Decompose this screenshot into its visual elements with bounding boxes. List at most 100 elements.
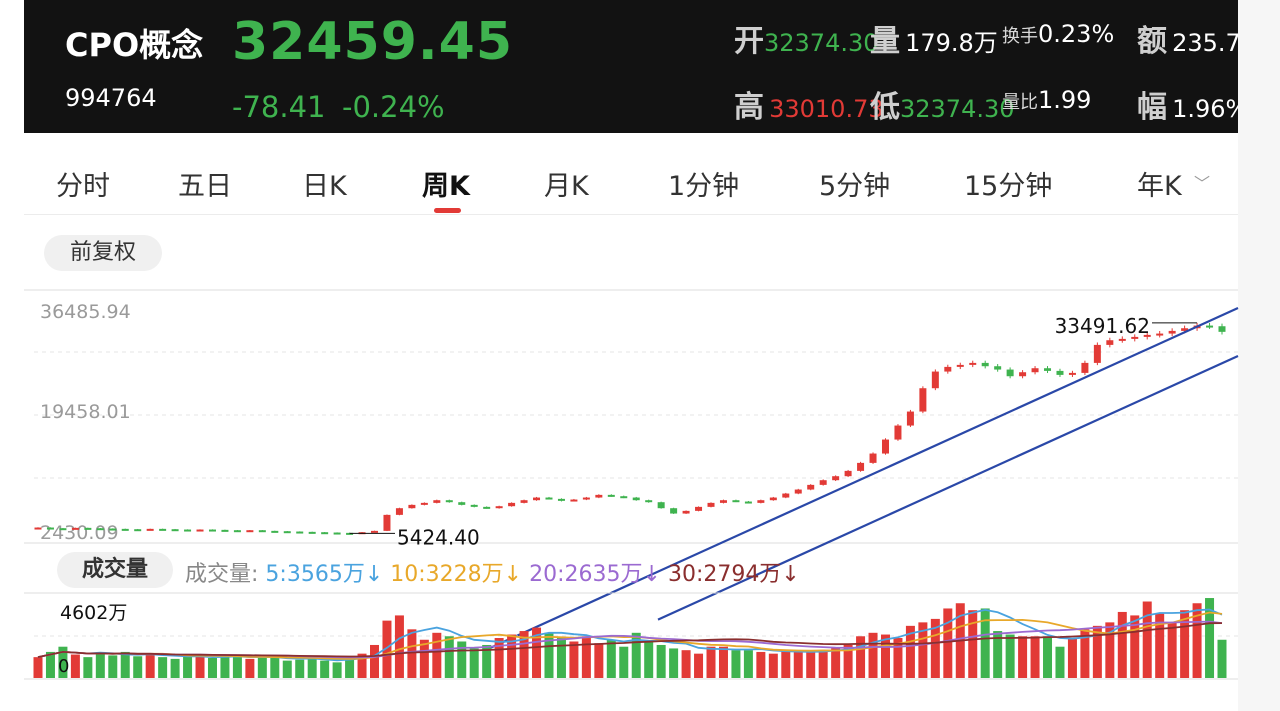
- volume-bar: [1130, 615, 1140, 678]
- volume-bar: [581, 636, 591, 678]
- volume-bar: [70, 654, 80, 678]
- ma20-value: 20:2635万↓: [529, 562, 661, 587]
- volume-bar: [743, 650, 753, 678]
- tab-daily-k[interactable]: 日K: [302, 171, 347, 202]
- volume-bar: [856, 636, 866, 678]
- candle-body: [557, 498, 565, 501]
- candle-body: [208, 529, 216, 532]
- candle-body: [645, 500, 653, 503]
- max-annotation-label: 33491.62: [1055, 314, 1150, 338]
- price-adjust-button[interactable]: 前复权: [44, 235, 162, 271]
- candle-body: [1081, 362, 1089, 373]
- volume-bar: [793, 651, 803, 678]
- ma30-value: 30:2794万↓: [667, 562, 800, 587]
- volume-bar: [282, 660, 292, 678]
- candle-body: [819, 480, 827, 485]
- volume-bar: [656, 644, 666, 678]
- candle-body: [1118, 338, 1126, 341]
- tab-1-minute[interactable]: 1分钟: [668, 171, 740, 202]
- volume-bar: [45, 651, 55, 678]
- volume-bar: [731, 650, 741, 678]
- candle-body: [395, 508, 403, 515]
- volume-bar: [432, 632, 442, 678]
- volume-bar: [532, 627, 542, 678]
- candle-body: [1218, 326, 1226, 332]
- volume-bar: [930, 618, 940, 678]
- candle-body: [1031, 368, 1039, 373]
- candle-body: [857, 462, 865, 471]
- volume-bar: [1092, 625, 1102, 678]
- period-tabs: 分时 五日 日K 周K 月K 1分钟 5分钟 15分钟 年K ﹀: [24, 140, 1238, 215]
- volume-bar: [943, 608, 953, 678]
- candle-body: [570, 499, 578, 502]
- candle-body: [832, 476, 840, 481]
- volume-bar: [1030, 636, 1040, 678]
- tab-monthly-k[interactable]: 月K: [544, 171, 589, 202]
- candle-body: [1206, 325, 1214, 328]
- stat-high: 高 33010.73: [734, 82, 884, 126]
- volume-bar: [357, 653, 367, 678]
- candle-body: [744, 501, 752, 504]
- candle-body: [109, 528, 117, 531]
- candle-body: [994, 366, 1002, 370]
- volume-bar: [968, 610, 978, 678]
- volume-min-label: 0: [58, 656, 69, 677]
- candle-body: [732, 500, 740, 503]
- tab-five-day[interactable]: 五日: [178, 171, 232, 202]
- volume-bar: [556, 638, 566, 678]
- ma5-value: 5:3565万↓: [265, 562, 384, 587]
- candle-body: [807, 484, 815, 490]
- candle-body: [146, 528, 154, 531]
- tab-15-minute[interactable]: 15分钟: [964, 171, 1053, 202]
- volume-bar: [83, 657, 93, 678]
- stat-volume: 量 179.8万: [870, 16, 998, 60]
- volume-bar: [295, 659, 305, 678]
- volume-bar: [345, 657, 355, 678]
- candle-body: [894, 425, 902, 440]
- turnover-label: 换手: [1002, 26, 1038, 47]
- candle-body: [445, 500, 453, 503]
- candle-body: [520, 500, 528, 503]
- high-value: 33010.73: [769, 95, 884, 123]
- volume-bar: [843, 644, 853, 678]
- tab-yearly-k[interactable]: 年K: [1137, 171, 1182, 202]
- volume-bar: [120, 651, 130, 678]
- volume-bar: [980, 608, 990, 678]
- volume-value: 179.8万: [905, 29, 998, 57]
- tab-weekly-k[interactable]: 周K: [422, 171, 470, 202]
- volume-bar: [158, 657, 168, 678]
- candle-body: [59, 528, 67, 531]
- volume-bar: [494, 638, 504, 678]
- candle-body: [383, 514, 391, 531]
- volume-bar: [133, 656, 143, 678]
- volume-bar: [195, 656, 205, 678]
- price-change: -78.41: [232, 90, 326, 124]
- volume-bar: [95, 652, 105, 678]
- tab-intraday[interactable]: 分时: [56, 171, 110, 202]
- candle-body: [545, 497, 553, 500]
- y-tick-label: 19458.01: [40, 401, 131, 423]
- volume-indicator-button[interactable]: 成交量: [57, 552, 173, 588]
- candle-body: [1006, 369, 1014, 377]
- volume-bar: [245, 658, 255, 678]
- candle-body: [134, 529, 142, 532]
- volume-bar: [332, 662, 342, 678]
- candle-body: [582, 497, 590, 500]
- volume-bar: [1105, 622, 1115, 678]
- volume-bar: [718, 646, 728, 678]
- tab-5-minute[interactable]: 5分钟: [819, 171, 891, 202]
- turnover-value: 0.23%: [1038, 20, 1115, 48]
- volume-bar: [1205, 598, 1215, 678]
- candle-body: [1056, 370, 1064, 375]
- stat-amount: 额 235.7: [1137, 16, 1238, 60]
- candle-body: [246, 530, 254, 533]
- candle-body: [296, 531, 304, 534]
- volume-bar: [1055, 646, 1065, 678]
- volume-bar: [669, 648, 679, 678]
- candle-body: [881, 439, 889, 454]
- stat-amplitude: 幅 1.96%: [1137, 82, 1238, 126]
- chevron-down-icon[interactable]: ﹀: [1194, 174, 1211, 193]
- stat-open: 开32374.30: [734, 16, 879, 60]
- stat-vol-ratio: 量比1.99: [1002, 86, 1091, 114]
- volume-bar: [1018, 636, 1028, 678]
